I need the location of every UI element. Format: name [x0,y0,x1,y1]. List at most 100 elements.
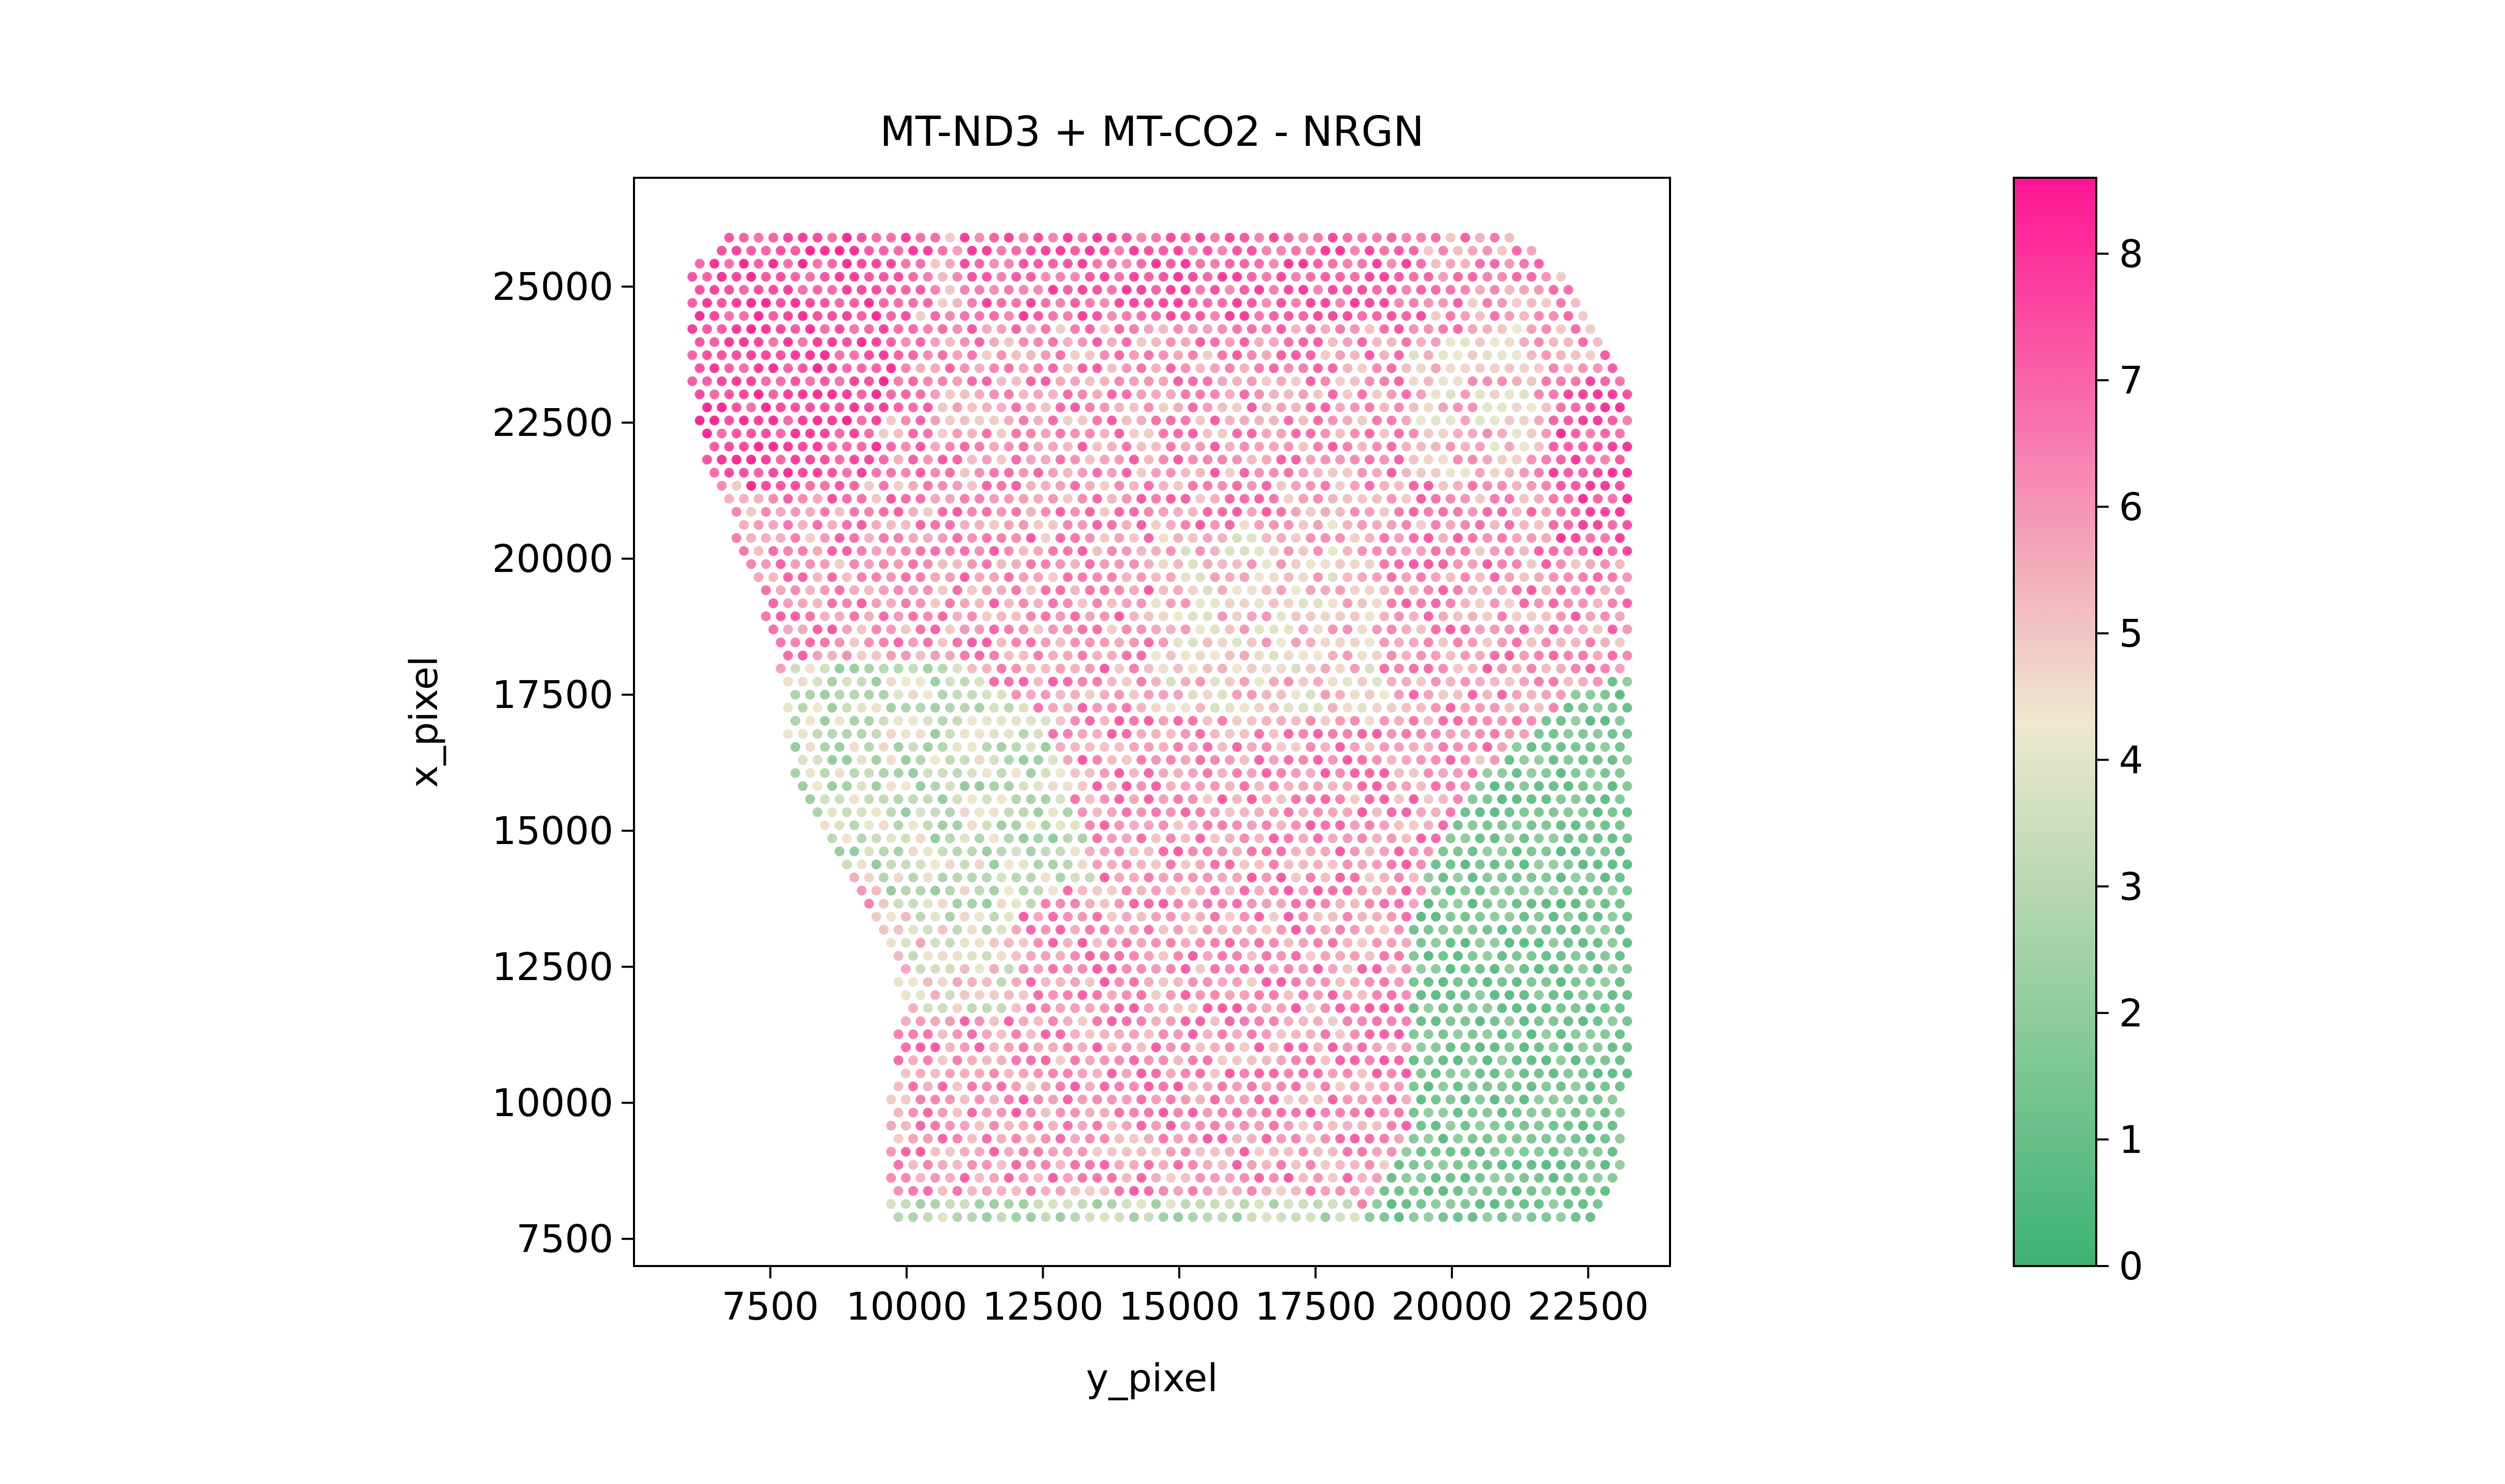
spot [1526,402,1537,413]
spot [1556,350,1566,360]
y-tick-label: 20000 [492,537,613,581]
spot [1041,899,1051,909]
spot [1070,637,1080,648]
spot [930,442,940,452]
spot [1607,1173,1617,1183]
spot [731,298,742,308]
spot [1114,1186,1124,1196]
spot [1268,729,1279,739]
spot [820,742,830,752]
spot [1298,494,1309,504]
spot [797,467,808,478]
spot [1188,402,1198,413]
spot [1578,389,1588,399]
spot [886,494,896,504]
spot [1070,376,1080,386]
spot [761,585,771,595]
spot [1342,337,1352,347]
spot [1423,324,1433,334]
spot [923,1082,933,1091]
spot [945,232,955,243]
spot [1158,846,1168,856]
spot [1188,820,1198,831]
spot [1136,259,1146,269]
spot [1041,559,1051,569]
spot [1401,807,1411,817]
spot [989,781,999,791]
spot [1291,664,1301,673]
spot [1445,703,1456,713]
spot [1622,572,1632,582]
spot [967,298,977,308]
spot [1409,977,1419,987]
spot [805,559,815,569]
spot [1357,755,1367,765]
spot [1615,1160,1625,1170]
spot [900,677,911,687]
spot [1519,650,1529,661]
spot [754,285,764,295]
spot [1313,1173,1323,1183]
spot [1166,1146,1176,1157]
spot [1622,1068,1632,1078]
spot [1225,285,1235,295]
spot [857,703,867,713]
spot [900,285,911,295]
spot [731,428,742,439]
spot [1313,546,1323,556]
spot [1070,298,1080,308]
spot [1431,755,1441,765]
spot [1173,1107,1183,1118]
spot [1563,520,1574,530]
spot [1519,598,1529,609]
spot [1453,376,1463,386]
spot [923,585,933,595]
spot [1188,794,1198,804]
spot [1261,820,1272,831]
spot [1622,677,1632,687]
spot [1600,1107,1610,1118]
spot [1063,363,1073,374]
spot [1077,859,1088,870]
spot [1041,1029,1051,1039]
spot [1328,442,1338,452]
spot [1107,964,1117,974]
spot [915,1199,926,1209]
spot [915,337,926,347]
spot [1232,246,1242,256]
spot [915,912,926,922]
spot [849,664,859,673]
spot [1055,716,1065,726]
spot [938,611,948,621]
spot [864,246,874,256]
spot [923,350,933,360]
spot [1136,625,1146,634]
spot [1593,1199,1603,1209]
spot [1291,376,1301,386]
spot [908,1107,918,1118]
spot [783,598,793,609]
spot [1328,912,1338,922]
spot [857,781,867,791]
spot [1578,598,1588,609]
spot [1563,494,1574,504]
spot [1070,1160,1080,1170]
spot [1497,428,1507,439]
spot [1571,664,1581,673]
spot [1011,637,1022,648]
spot [1585,689,1595,700]
spot [1519,1094,1529,1105]
spot [1571,350,1581,360]
spot [1136,415,1146,426]
spot [1541,533,1551,543]
spot [1033,807,1043,817]
spot [1526,1082,1537,1091]
spot [1453,637,1463,648]
spot [1467,637,1478,648]
spot [1261,507,1272,517]
spot [1291,846,1301,856]
spot [1180,1094,1191,1105]
spot [834,481,845,491]
spot [1195,833,1206,844]
spot [1482,272,1493,282]
